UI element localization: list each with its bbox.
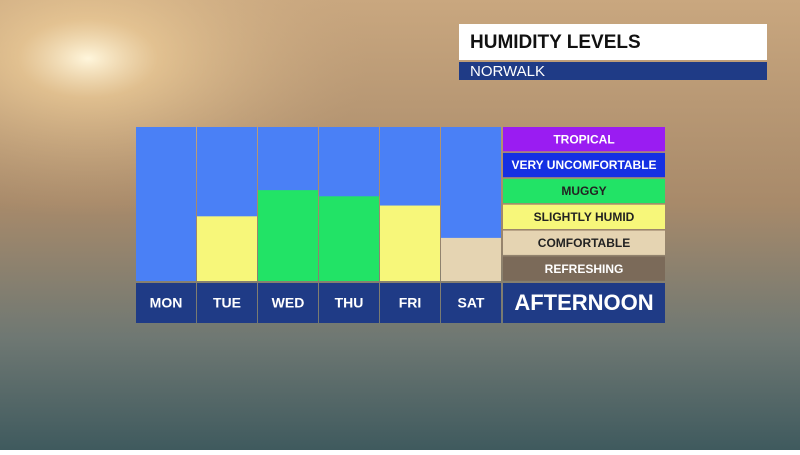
legend-label: REFRESHING — [545, 262, 624, 276]
day-label-box — [319, 283, 379, 323]
period-box — [503, 283, 665, 323]
legend-swatch — [503, 127, 665, 152]
bar — [197, 216, 257, 281]
title-box — [459, 24, 767, 60]
legend-swatch — [503, 204, 665, 229]
x-tick-label: SAT — [458, 295, 485, 311]
day-label-box — [258, 283, 318, 323]
day-label-box — [136, 283, 196, 323]
x-tick-label: THU — [335, 295, 364, 311]
subtitle: NORWALK — [470, 63, 545, 80]
legend-swatch — [503, 178, 665, 204]
bar-background — [136, 127, 196, 281]
legend-label: SLIGHTLY HUMID — [534, 210, 635, 224]
legend-label: MUGGY — [561, 184, 606, 198]
legend-label: VERY UNCOMFORTABLE — [511, 158, 656, 172]
bar — [441, 237, 501, 281]
bar — [258, 190, 318, 281]
legend-label: TROPICAL — [553, 132, 614, 146]
legend-label: COMFORTABLE — [538, 236, 630, 250]
legend-swatch — [503, 256, 665, 281]
period-label: AFTERNOON — [514, 290, 653, 315]
day-label-box — [197, 283, 257, 323]
legend-swatch — [503, 230, 665, 255]
day-label-box — [380, 283, 440, 323]
x-tick-label: TUE — [213, 295, 241, 311]
legend-swatch — [503, 152, 665, 178]
bar — [319, 196, 379, 281]
title: HUMIDITY LEVELS — [470, 32, 641, 53]
x-tick-label: WED — [272, 295, 305, 311]
x-tick-label: MON — [150, 295, 183, 311]
subtitle-box — [459, 62, 767, 80]
x-tick-label: FRI — [399, 295, 422, 311]
day-label-box — [441, 283, 501, 323]
bar — [380, 205, 440, 281]
